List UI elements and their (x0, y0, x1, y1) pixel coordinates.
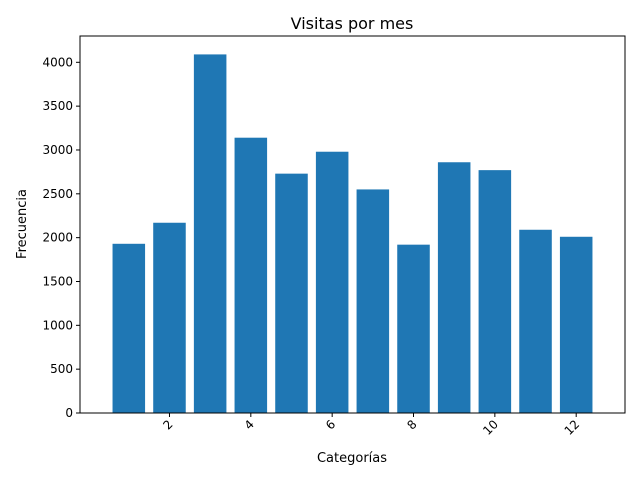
plot-frame (79, 35, 626, 414)
y-tick-label: 4000 (42, 55, 73, 69)
y-axis-label: Frecuencia (15, 189, 30, 259)
y-tick-label: 3000 (42, 143, 73, 157)
y-tick-label: 500 (50, 362, 73, 376)
x-tick-label: 10 (480, 417, 501, 438)
x-axis-ticks: 2 4 6 8 10 12 (160, 413, 582, 438)
bar-2 (153, 222, 186, 413)
x-tick-label: 12 (562, 417, 583, 438)
bar-12 (559, 236, 593, 413)
bar-4 (234, 137, 268, 413)
y-tick-label: 3500 (42, 99, 73, 113)
bar-9 (437, 162, 471, 413)
x-axis-label: Categorías (317, 451, 387, 466)
y-tick-label: 1000 (42, 318, 73, 332)
x-tick-label: 4 (242, 417, 257, 432)
x-tick-label: 6 (323, 417, 338, 432)
y-tick-label: 1500 (42, 274, 73, 288)
y-tick-label: 0 (65, 406, 73, 420)
bars-group (112, 54, 593, 414)
bar-5 (275, 173, 308, 413)
bar-3 (193, 54, 227, 414)
y-tick-label: 2500 (42, 187, 73, 201)
x-tick-label: 8 (404, 417, 419, 432)
bar-6 (315, 151, 349, 414)
bar-7 (356, 189, 390, 413)
x-tick-label: 2 (160, 417, 175, 432)
bar-11 (519, 229, 552, 413)
chart-title: Visitas por mes (291, 14, 414, 33)
bar-8 (397, 244, 430, 413)
y-tick-label: 2000 (42, 231, 73, 245)
bar-1 (112, 243, 146, 413)
y-axis-ticks: 0 500 1000 1500 2000 2500 3000 3500 4000 (42, 55, 80, 420)
bar-10 (478, 170, 512, 413)
